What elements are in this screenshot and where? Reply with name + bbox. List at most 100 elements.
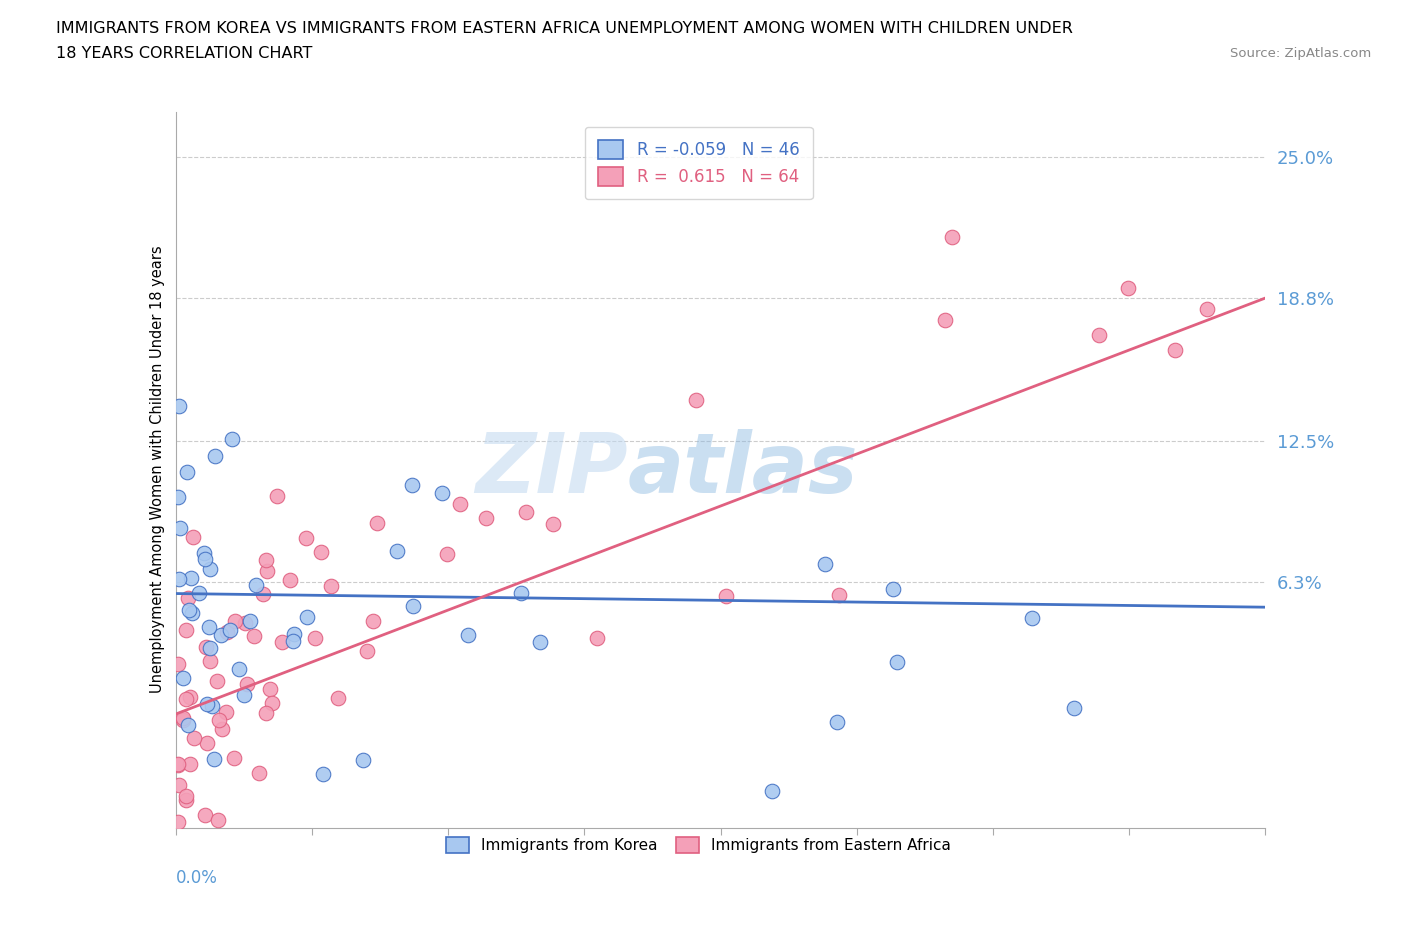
Point [172,671,194,685]
Point [295,531,318,546]
Y-axis label: Unemployment Among Women with Children Under 18 years: Unemployment Among Women with Children U… [149,246,165,694]
Point [529,634,551,649]
Point [1116,281,1139,296]
Point [1088,327,1111,342]
Point [714,589,737,604]
Point [174,788,197,803]
Point [387,543,409,558]
Point [828,588,851,603]
Point [457,628,479,643]
Point [174,623,197,638]
Point [181,605,204,620]
Point [172,712,194,727]
Point [304,631,326,645]
Point [825,714,848,729]
Point [934,312,956,327]
Point [167,657,190,671]
Point [177,591,200,605]
Point [169,521,191,536]
Point [254,706,277,721]
Point [312,767,335,782]
Point [402,598,425,613]
Point [401,478,423,493]
Point [167,815,190,830]
Point [510,586,533,601]
Point [221,432,243,446]
Point [254,552,277,567]
Point [180,571,202,586]
Point [193,546,215,561]
Point [366,515,388,530]
Point [235,676,257,691]
Text: IMMIGRANTS FROM KOREA VS IMMIGRANTS FROM EASTERN AFRICA UNEMPLOYMENT AMONG WOMEN: IMMIGRANTS FROM KOREA VS IMMIGRANTS FROM… [56,21,1073,36]
Point [761,784,783,799]
Point [260,696,283,711]
Point [228,662,250,677]
Point [270,634,292,649]
Point [242,629,264,644]
Point [176,718,198,733]
Point [208,712,231,727]
Point [449,497,471,512]
Point [195,639,218,654]
Point [197,736,219,751]
Point [886,655,908,670]
Point [204,448,226,463]
Point [179,757,201,772]
Point [252,587,274,602]
Point [198,641,221,656]
Point [295,609,318,624]
Point [211,722,233,737]
Point [194,808,217,823]
Point [311,545,333,560]
Point [239,613,262,628]
Point [169,399,191,414]
Point [198,654,221,669]
Point [201,698,224,713]
Point [326,690,349,705]
Point [198,562,221,577]
Point [259,681,281,696]
Point [195,697,218,711]
Point [224,751,246,765]
Point [188,586,211,601]
Point [436,547,458,562]
Point [278,572,301,587]
Point [181,530,204,545]
Point [685,393,707,408]
Point [1063,700,1085,715]
Point [183,731,205,746]
Point [361,614,384,629]
Point [430,485,453,500]
Point [256,564,278,578]
Point [319,578,342,593]
Point [1021,611,1043,626]
Point [224,614,246,629]
Point [215,625,238,640]
Point [167,571,190,586]
Point [232,688,254,703]
Text: 18 YEARS CORRELATION CHART: 18 YEARS CORRELATION CHART [56,46,312,61]
Point [356,644,378,658]
Point [167,757,190,772]
Legend: Immigrants from Korea, Immigrants from Eastern Africa: Immigrants from Korea, Immigrants from E… [440,830,957,859]
Point [1197,301,1219,316]
Point [515,505,537,520]
Point [233,616,256,631]
Text: 0.0%: 0.0% [176,869,218,886]
Point [214,704,236,719]
Point [167,490,190,505]
Point [198,619,221,634]
Point [173,711,195,725]
Point [283,627,305,642]
Point [174,792,197,807]
Point [205,673,228,688]
Point [207,813,229,828]
Point [167,777,190,792]
Point [541,516,564,531]
Point [814,556,837,571]
Point [176,464,198,479]
Point [219,622,242,637]
Point [167,757,190,772]
Point [177,603,200,618]
